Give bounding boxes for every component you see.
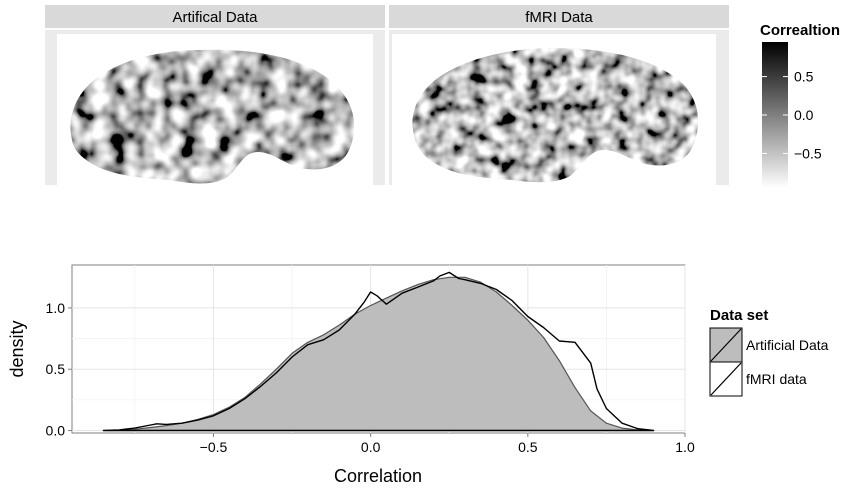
colorbar-tick-label: 0.5 [794, 69, 814, 85]
x-axis-label: Correlation [334, 466, 422, 486]
colorbar-tick-label: −0.5 [794, 145, 822, 161]
y-tick-label: 1.0 [46, 300, 66, 316]
heatmap-panel-artificial: Artifical Data [45, 5, 385, 185]
density-series [102, 271, 655, 432]
colorbar-legend: Correaltion 0.5 0.0 −0.5 [760, 22, 840, 188]
density-line-fmri [102, 271, 655, 432]
brain-slice-artificial [70, 49, 355, 184]
density-legend: Data set Artificial Data fMRI data [709, 307, 829, 397]
strip-title: fMRI Data [525, 9, 593, 26]
colorbar-ticks: 0.5 0.0 −0.5 [762, 69, 822, 161]
colorbar-tick-label: 0.0 [794, 107, 814, 123]
legend-key-line [710, 328, 742, 362]
strip-title: Artifical Data [172, 9, 258, 26]
correlation-texture [70, 49, 355, 184]
x-tick-label: 1.0 [675, 439, 695, 455]
legend-label: fMRI data [746, 371, 807, 387]
y-tick-label: 0.0 [46, 423, 66, 439]
legend-items: Artificial Data fMRI data [709, 327, 829, 397]
legend-title: Data set [710, 307, 768, 324]
density-plot: −0.5 0.0 0.5 1.0 0.0 0.5 1.0 Correlation dens… [7, 264, 695, 486]
x-axis-ticks: −0.5 0.0 0.5 1.0 [200, 433, 695, 455]
heatmap-panel-fmri: fMRI Data [389, 5, 729, 185]
strip-background [389, 5, 729, 28]
y-tick-label: 0.5 [46, 361, 66, 377]
correlation-texture [412, 48, 699, 183]
brain-slice-fmri [412, 48, 699, 183]
legend-key-line [710, 362, 742, 396]
legend-label: Artificial Data [746, 337, 829, 353]
x-tick-label: −0.5 [200, 439, 228, 455]
y-axis-ticks: 0.0 0.5 1.0 [46, 300, 72, 439]
x-tick-label: 0.5 [518, 439, 538, 455]
y-axis-label: density [7, 320, 27, 377]
colorbar-title: Correaltion [760, 22, 840, 39]
strip-background [45, 5, 385, 28]
x-tick-label: 0.0 [361, 439, 381, 455]
